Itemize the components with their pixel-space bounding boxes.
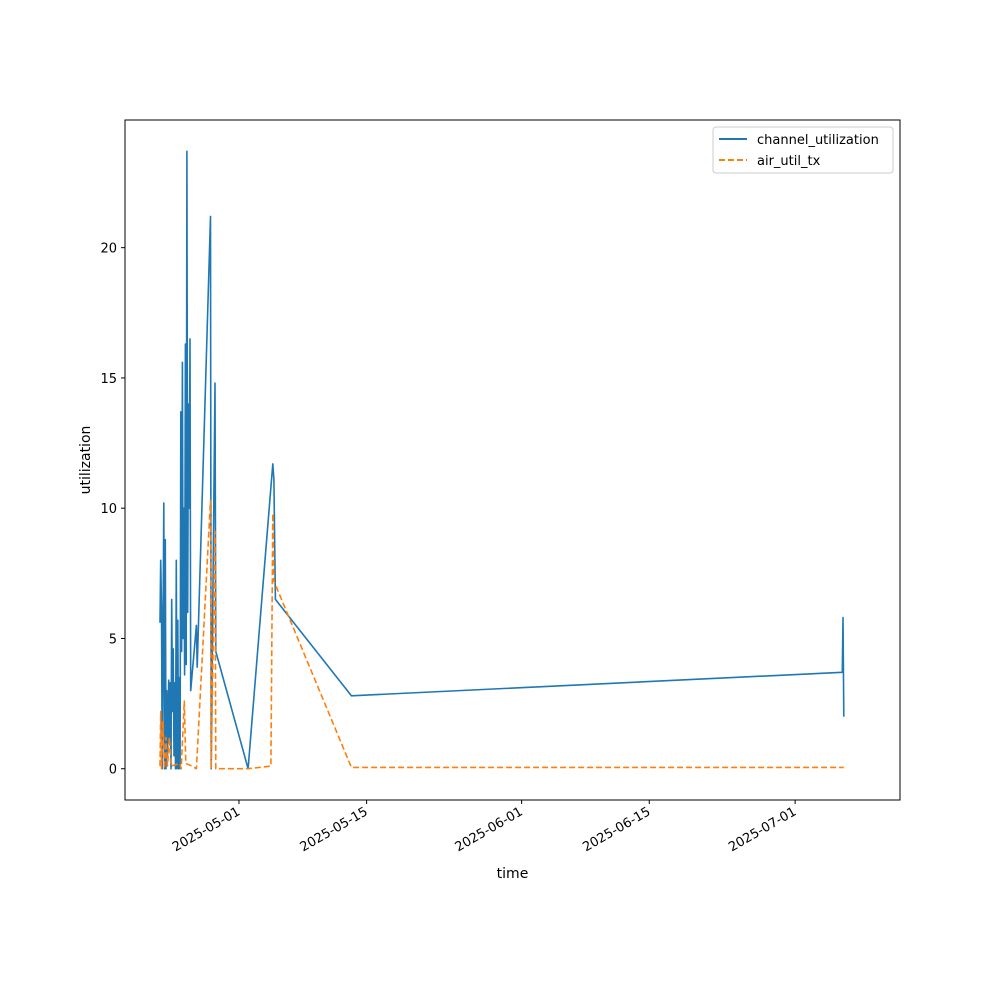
y-tick-label: 20 <box>100 242 117 257</box>
x-axis-label: time <box>497 866 529 882</box>
legend-label-channel-utilization: channel_utilization <box>757 133 879 148</box>
series-layer <box>159 150 845 770</box>
plot-area: 2025-05-01 2025-05-15 2025-06-01 2025-06-15… <box>100 119 901 855</box>
legend-box <box>712 126 894 174</box>
y-tick-label: 5 <box>109 632 117 647</box>
y-tick-label: 15 <box>100 372 117 387</box>
axes-frame <box>124 119 901 801</box>
y-tick-label: 10 <box>100 502 117 517</box>
y-axis: 0 5 10 15 20 <box>100 242 125 778</box>
legend: channel_utilization air_util_tx <box>712 126 894 174</box>
series-line-channel-utilization <box>159 150 845 770</box>
y-tick-label: 0 <box>109 763 117 778</box>
y-axis-label: utilization <box>78 426 94 495</box>
legend-label-air-util-tx: air_util_tx <box>757 154 821 169</box>
